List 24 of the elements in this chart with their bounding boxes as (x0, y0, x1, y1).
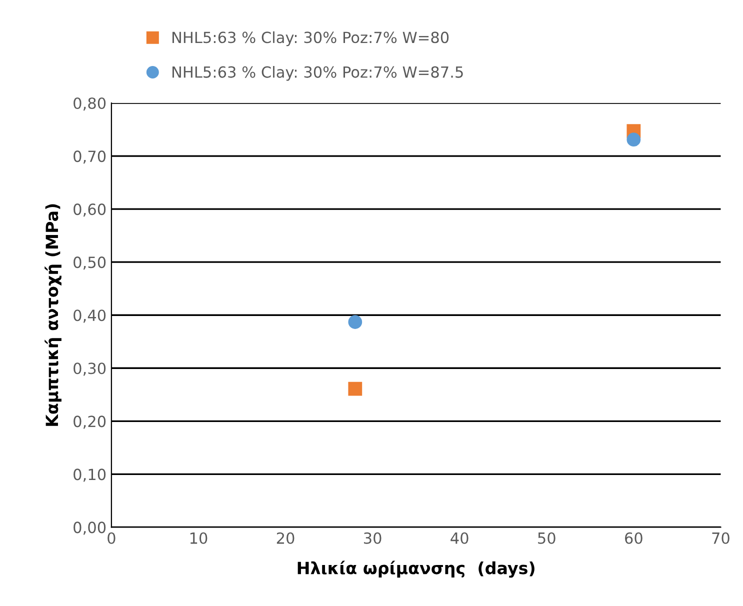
x-tick-label: 50 (538, 532, 556, 544)
x-tick-label: 40 (450, 532, 468, 544)
y-tick-label: 0,80 (74, 97, 106, 111)
legend-label: NHL5:63 % Clay: 30% Poz:7% W=87.5 (172, 66, 463, 81)
y-tick-label: 0,10 (74, 468, 106, 482)
y-tick-label: 0,30 (74, 362, 106, 376)
point (626, 132, 641, 147)
x-tick-label: 70 (712, 532, 730, 544)
x-tick-label: 10 (190, 532, 208, 544)
point (348, 382, 362, 396)
x-tick-label: 30 (364, 532, 382, 544)
y-axis-title: Καμπτική αντοχή (MPa) (44, 204, 62, 426)
y-tick-label: 0,60 (74, 204, 106, 217)
y-tick-label: 0,00 (74, 522, 106, 535)
x-tick-label: 0 (108, 532, 116, 544)
x-tick-label: 20 (276, 532, 294, 544)
legend-label: NHL5:63 % Clay: 30% Poz:7% W=80 (172, 31, 449, 46)
y-tick-label: 0,40 (74, 310, 106, 323)
y-tick-label: 0,20 (74, 416, 106, 429)
x-tick-label: 60 (625, 532, 642, 544)
y-tick-label: 0,70 (74, 150, 106, 164)
x-axis-title: Ηλικία ωρίμανσης (days) (298, 560, 534, 578)
point (348, 315, 362, 329)
y-tick-label: 0,50 (74, 256, 106, 270)
